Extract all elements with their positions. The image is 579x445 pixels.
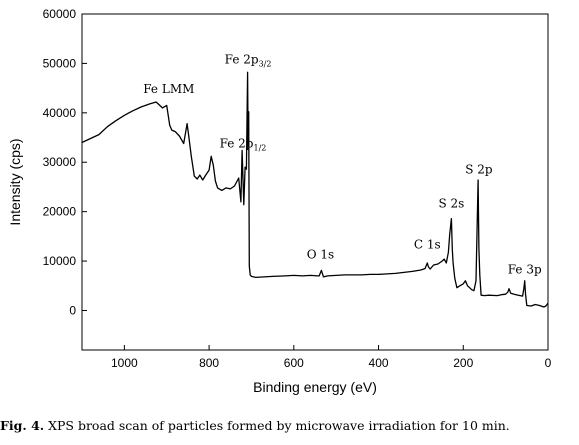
peak-label: Fe 2p3/2 — [225, 52, 272, 68]
y-tick-label: 50000 — [43, 56, 77, 70]
peak-label: S 2s — [438, 197, 464, 211]
y-tick-label: 0 — [69, 303, 76, 317]
peak-label: Fe 3p — [508, 262, 542, 276]
peak-label: Fe LMM — [143, 82, 194, 96]
y-tick-label: 30000 — [43, 155, 77, 169]
peak-label: S 2p — [465, 163, 493, 177]
y-axis: 0 10000 20000 30000 40000 50000 60000 — [43, 7, 87, 317]
x-tick-label: 0 — [545, 356, 552, 370]
plot-frame — [81, 13, 549, 351]
caption-text: XPS broad scan of particles formed by mi… — [48, 418, 510, 433]
x-tick-label: 1000 — [111, 356, 138, 370]
peak-label: C 1s — [414, 238, 441, 252]
y-tick-label: 40000 — [43, 106, 77, 120]
x-tick-label: 800 — [199, 356, 219, 370]
x-tick-label: 400 — [369, 356, 389, 370]
caption-label: Fig. 4. — [0, 418, 45, 433]
peak-label: Fe 2p1/2 — [220, 136, 267, 152]
x-tick-label: 600 — [284, 356, 304, 370]
series-line — [81, 71, 549, 308]
xps-chart: 0 10000 20000 30000 40000 50000 60000 1000 800 6… — [7, 7, 552, 395]
x-axis: 1000 800 600 400 200 0 — [111, 345, 552, 370]
peak-label: O 1s — [307, 248, 334, 262]
figure-caption: Fig. 4. XPS broad scan of particles form… — [0, 418, 579, 433]
y-tick-label: 10000 — [43, 254, 77, 268]
y-tick-label: 20000 — [43, 205, 77, 219]
y-axis-title: Intensity (cps) — [7, 138, 23, 225]
peak-annotations: Fe LMM Fe 2p3/2 Fe 2p1/2 O 1s C 1s S 2s S 2p Fe… — [143, 52, 542, 276]
y-tick-label: 60000 — [43, 7, 77, 21]
x-tick-label: 200 — [453, 356, 473, 370]
x-axis-title: Binding energy (eV) — [253, 379, 377, 395]
